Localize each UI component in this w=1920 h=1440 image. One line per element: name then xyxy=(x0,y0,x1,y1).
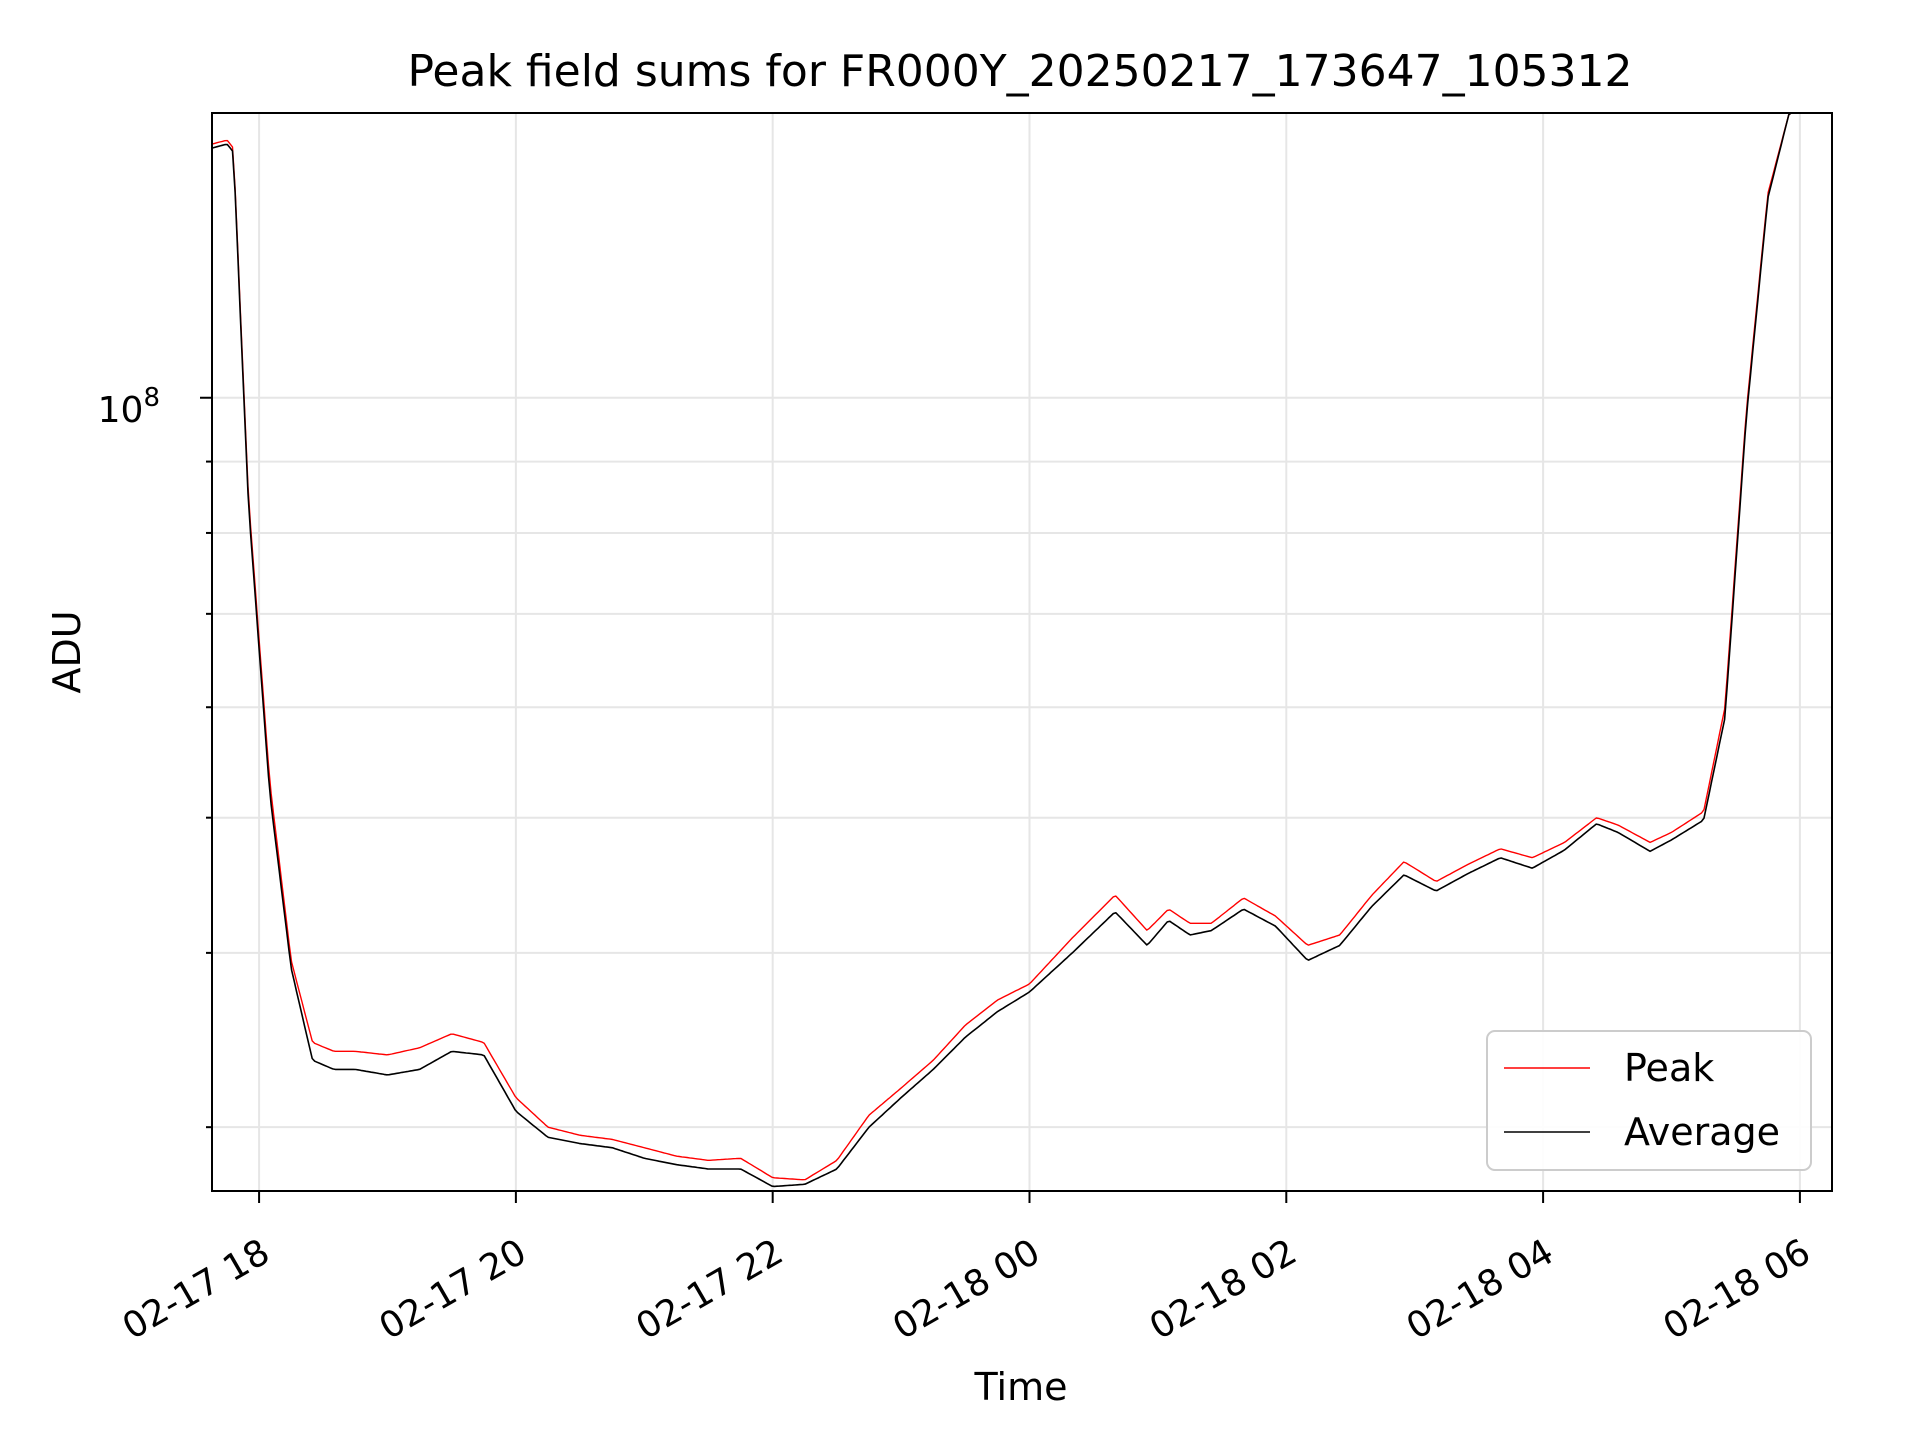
plot-frame xyxy=(211,112,1833,1192)
peak-series-line xyxy=(211,112,1799,1181)
y-tick-exponent: 8 xyxy=(143,383,160,413)
legend-average-label: Average xyxy=(1624,1110,1780,1154)
average-series-line xyxy=(211,112,1799,1188)
x-axis-label: Time xyxy=(974,1365,1068,1409)
legend-box xyxy=(1486,1030,1812,1171)
legend: Peak Average xyxy=(1486,1030,1812,1171)
y-axis-ticks: 108 xyxy=(98,383,212,1129)
grid-lines xyxy=(212,113,1832,1191)
legend-peak-label: Peak xyxy=(1624,1046,1714,1090)
y-axis-label: ADU xyxy=(45,610,89,693)
y-major-tick-label: 108 xyxy=(98,383,160,431)
y-tick-base: 10 xyxy=(98,390,144,431)
chart-title: Peak field sums for FR000Y_20250217_1736… xyxy=(407,46,1632,97)
series-group xyxy=(211,112,1799,1188)
